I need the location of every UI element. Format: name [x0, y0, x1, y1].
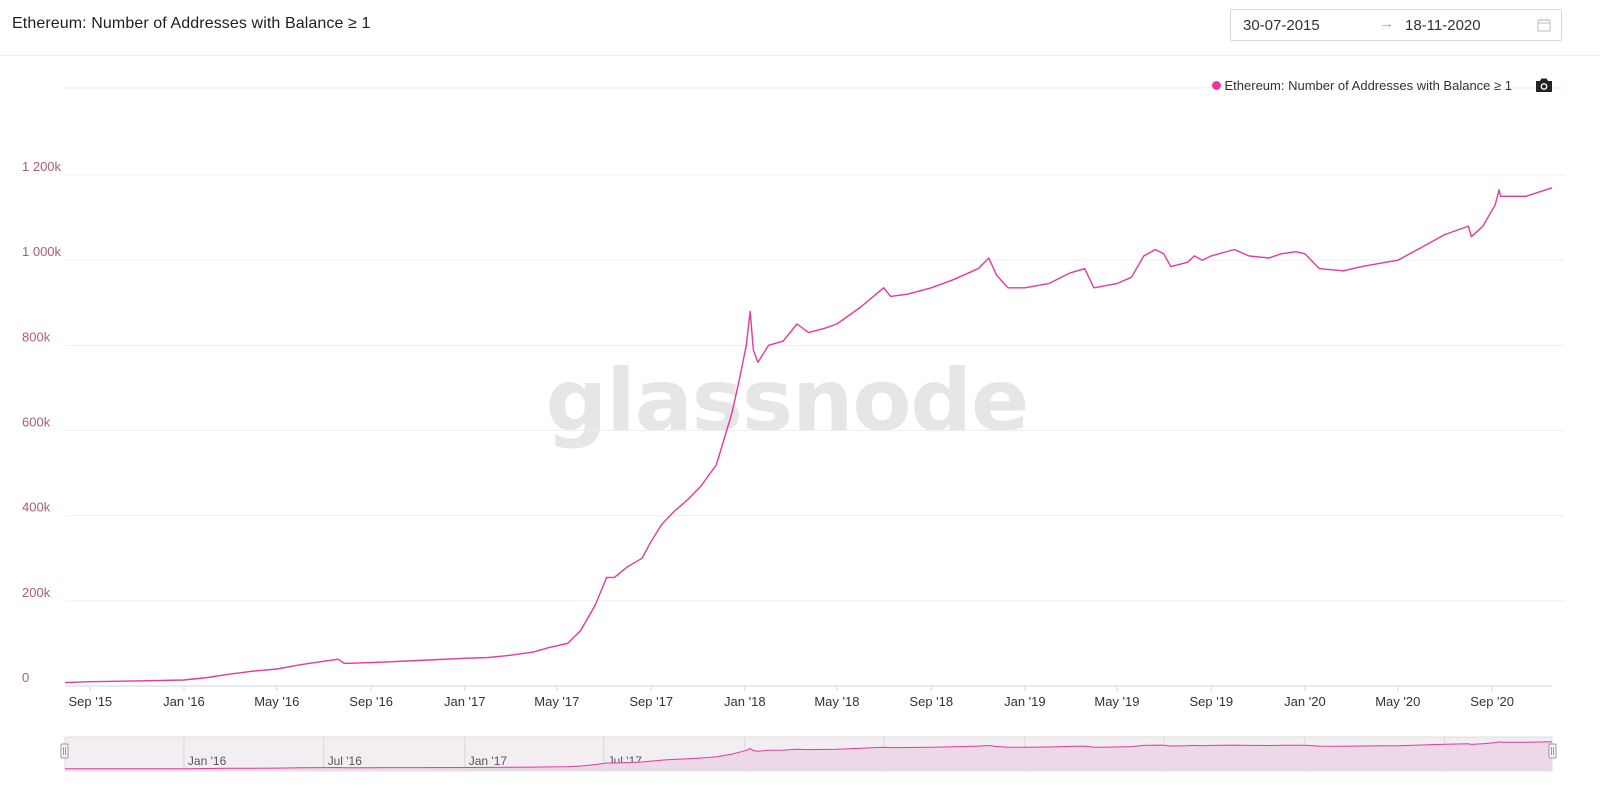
page-title: Ethereum: Number of Addresses with Balan…	[12, 15, 371, 32]
legend-marker	[1211, 81, 1221, 90]
navigator-area	[65, 741, 1552, 770]
x-tick-label: Jan '19	[1004, 694, 1046, 709]
chart-header: Ethereum: Number of Addresses with Balan…	[0, 0, 1600, 56]
x-tick-label: Jan '16	[163, 694, 205, 709]
x-axis: Sep '15 Jan '16 May '16 Sep '16 Jan '17 May '…	[65, 685, 1552, 709]
x-tick-label: Jan '18	[724, 694, 766, 709]
x-tick-label: Sep '19	[1189, 694, 1233, 709]
date-end-input[interactable]: 18-11-2020	[1405, 17, 1481, 34]
x-tick-label: May '17	[534, 694, 579, 709]
navigator-line	[65, 741, 1553, 770]
y-tick-label: 400k	[22, 500, 51, 515]
arrow-right-icon: →	[1379, 15, 1394, 32]
x-tick-label: May '20	[1375, 694, 1420, 709]
x-tick-label: Jan '20	[1284, 694, 1326, 709]
series-line	[64, 187, 1553, 684]
chart-grid	[65, 87, 1565, 602]
camera-icon[interactable]	[1535, 77, 1553, 93]
x-tick-label: May '18	[814, 694, 859, 709]
date-start-input[interactable]: 30-07-2015	[1243, 17, 1320, 34]
y-tick-label: 1 200k	[22, 159, 62, 174]
y-tick-label: 200k	[22, 585, 51, 600]
y-tick-label: 0	[22, 670, 29, 685]
y-tick-label: 800k	[22, 329, 51, 344]
y-axis: 0 200k 400k 600k 800k 1 000k 1 200k	[22, 159, 62, 685]
series-layer	[64, 187, 1553, 684]
y-tick-label: 600k	[22, 415, 51, 430]
x-tick-label: May '16	[254, 694, 299, 709]
navigator-tick-label: Jul '16	[328, 754, 363, 768]
date-range-picker[interactable]: 30-07-2015 → 18-11-2020	[1230, 9, 1562, 41]
navigator-tick-label: Jan '16	[188, 754, 227, 768]
x-tick-label: Jan '17	[444, 694, 486, 709]
x-tick-label: Sep '16	[349, 694, 393, 709]
x-tick-label: Sep '17	[629, 694, 673, 709]
x-tick-label: Sep '20	[1470, 694, 1514, 709]
x-tick-label: Sep '15	[68, 694, 112, 709]
x-tick-label: Sep '18	[909, 694, 953, 709]
navigator-handle-left[interactable]	[60, 743, 69, 759]
chart-legend[interactable]: Ethereum: Number of Addresses with Balan…	[1211, 78, 1513, 93]
glassnode-watermark: glassnode	[546, 351, 1029, 451]
y-tick-label: 1 000k	[22, 244, 62, 259]
x-tick-label: May '19	[1094, 694, 1139, 709]
calendar-icon[interactable]	[1537, 18, 1551, 32]
navigator-tick-label: Jan '17	[469, 754, 508, 768]
legend-label: Ethereum: Number of Addresses with Balan…	[1224, 78, 1513, 93]
navigator-handle-right[interactable]	[1548, 743, 1557, 759]
